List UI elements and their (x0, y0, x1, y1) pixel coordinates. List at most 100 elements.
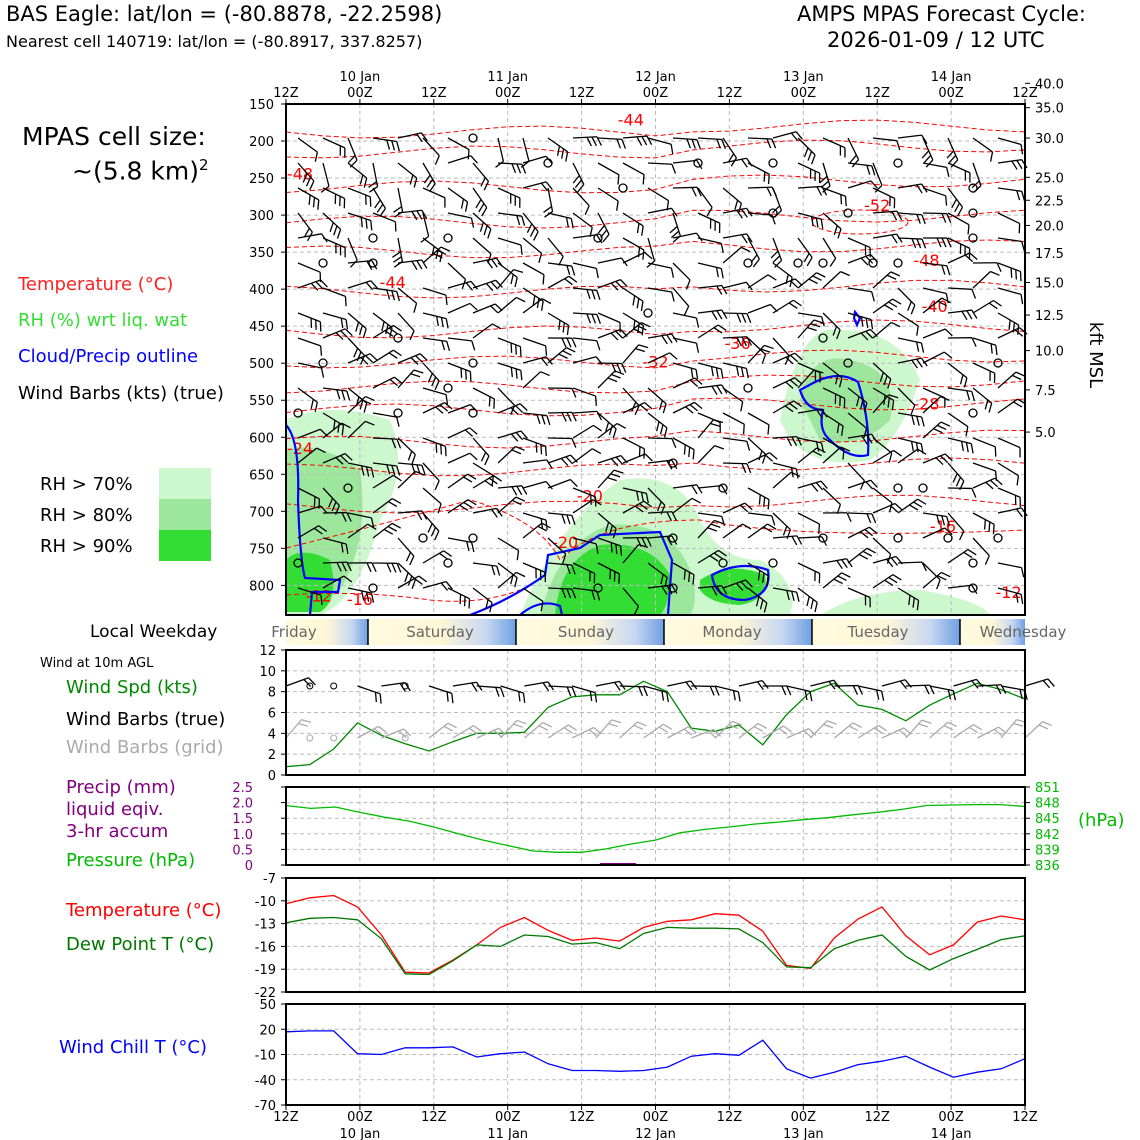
wind-barb (822, 187, 847, 207)
wind-barb (322, 412, 345, 436)
height-tick-label: 40.0 (1035, 77, 1064, 92)
wind-barb (500, 719, 527, 739)
calm-circle (968, 233, 978, 243)
weekday-saturday: Saturday (406, 623, 474, 641)
wind-barb (522, 181, 553, 192)
wind-barb (372, 437, 402, 449)
barb-flag (873, 727, 883, 734)
wind-barb (772, 278, 803, 289)
top-time-tick: 00Z (791, 86, 817, 101)
barb-flag (542, 274, 545, 285)
barb-shaft (622, 500, 645, 514)
barb-flag (834, 394, 837, 404)
wind-barb (647, 387, 667, 414)
calm-circle (618, 183, 628, 193)
barb-flag (671, 230, 680, 239)
barb-flag (819, 175, 828, 184)
wind-barb (997, 437, 1021, 458)
barb-shaft (422, 237, 443, 253)
barb-flag (445, 295, 448, 306)
barb-flag (1047, 678, 1055, 687)
wind-barb (922, 328, 953, 339)
calm-circle (343, 483, 353, 493)
barb-flag (610, 458, 619, 467)
barb-flag (992, 524, 995, 535)
barb-flag (921, 134, 928, 144)
barb-shaft (872, 449, 894, 464)
barb-flag (341, 390, 346, 401)
barb-flag (572, 175, 580, 184)
wind-barb (697, 324, 727, 339)
barb-flag (571, 588, 577, 599)
barb-flag (784, 405, 794, 413)
wind-barb (953, 724, 983, 739)
windchill-panel-ytick-label: -40 (255, 1074, 276, 1089)
barb-flag (716, 138, 721, 149)
barb-shaft (872, 437, 893, 454)
barb-flag (492, 323, 502, 330)
calm-circle (593, 583, 603, 593)
barb-flag (804, 690, 808, 701)
wind-barb (347, 523, 377, 539)
barb-shaft (397, 575, 420, 589)
barb-flag (586, 289, 591, 299)
barb-shaft (772, 237, 783, 261)
barb-flag (989, 151, 994, 162)
barb-flag (444, 446, 447, 457)
wind-barb (497, 571, 526, 589)
wind-barb (297, 162, 315, 191)
wind-barb (422, 312, 449, 329)
barb-flag (812, 275, 822, 281)
barb-flag (741, 208, 748, 218)
barb-flag (314, 151, 319, 162)
barb-flag (895, 556, 903, 565)
barb-shaft (947, 212, 970, 226)
barb-shaft (422, 312, 447, 320)
barb-flag (405, 551, 412, 562)
wind-barb (647, 137, 674, 155)
barb-flag (320, 505, 328, 514)
wind-at-label: Wind at 10m AGL (40, 656, 154, 671)
wind-barb (476, 685, 505, 698)
barb-flag (815, 482, 824, 491)
barb-shaft (447, 499, 469, 514)
barb-shaft (672, 312, 697, 319)
barb-flag (544, 446, 547, 457)
barb-flag (793, 400, 803, 408)
barb-flag (761, 354, 767, 364)
barb-flag (411, 454, 416, 465)
barb-flag (366, 562, 372, 573)
barb-shaft (397, 209, 422, 214)
barb-shaft (647, 459, 672, 464)
barb-shaft (847, 180, 872, 189)
wind-barb (397, 209, 428, 221)
barb-shaft (647, 487, 666, 506)
wind-barb (922, 512, 951, 527)
barb-flag (439, 404, 449, 412)
barb-shaft (722, 502, 746, 514)
calm-circle (893, 483, 903, 493)
barb-flag (596, 136, 603, 146)
barb-flag (719, 422, 721, 433)
barb-flag (541, 414, 546, 425)
barb-flag (463, 501, 473, 509)
wind-barb (997, 487, 1022, 508)
barb-shaft (738, 679, 763, 687)
windchill-panel-ytick-label: -70 (255, 1099, 276, 1114)
barb-flag (571, 388, 577, 398)
barb-flag (971, 584, 978, 595)
barb-flag (470, 281, 478, 290)
wind-barb (472, 323, 502, 339)
barb-flag (785, 356, 794, 365)
wind-barb (822, 387, 846, 409)
barb-flag (416, 210, 423, 220)
isotherm-label: -28 (913, 395, 939, 414)
barb-flag (468, 598, 471, 609)
wind-barb (672, 137, 701, 150)
wind-barb (472, 562, 501, 576)
pressure-tick-label: 750 (249, 542, 274, 557)
barb-flag (746, 463, 752, 474)
barb-flag (892, 298, 902, 305)
barb-flag (833, 578, 843, 585)
barb-shaft (597, 187, 619, 202)
